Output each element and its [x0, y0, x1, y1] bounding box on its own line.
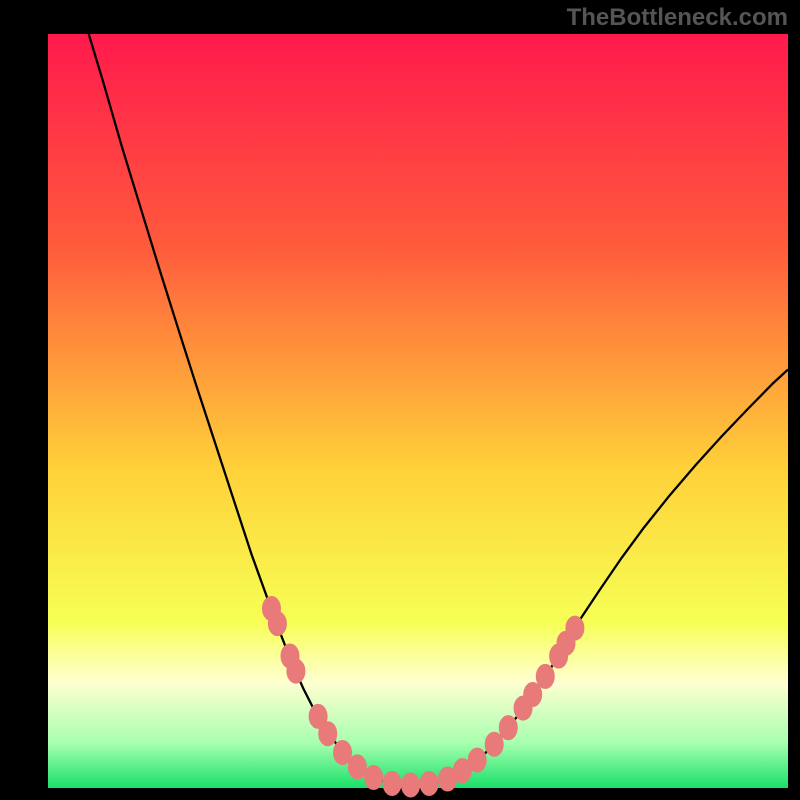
curve-marker	[268, 612, 286, 636]
curve-marker	[485, 732, 503, 756]
watermark-text: TheBottleneck.com	[567, 4, 788, 32]
curve-marker	[468, 748, 486, 772]
marker-group	[262, 597, 583, 797]
chart-overlay	[0, 0, 800, 800]
curve-marker	[536, 664, 554, 688]
curve-marker	[334, 741, 352, 765]
curve-marker	[524, 683, 542, 707]
curve-marker	[365, 765, 383, 789]
bottleneck-curve	[89, 34, 788, 786]
curve-marker	[402, 773, 420, 797]
curve-marker	[566, 616, 584, 640]
curve-marker	[383, 771, 401, 795]
curve-marker	[499, 716, 517, 740]
curve-marker	[287, 659, 305, 683]
curve-marker	[319, 722, 337, 746]
curve-marker	[348, 755, 366, 779]
curve-marker	[420, 771, 438, 795]
